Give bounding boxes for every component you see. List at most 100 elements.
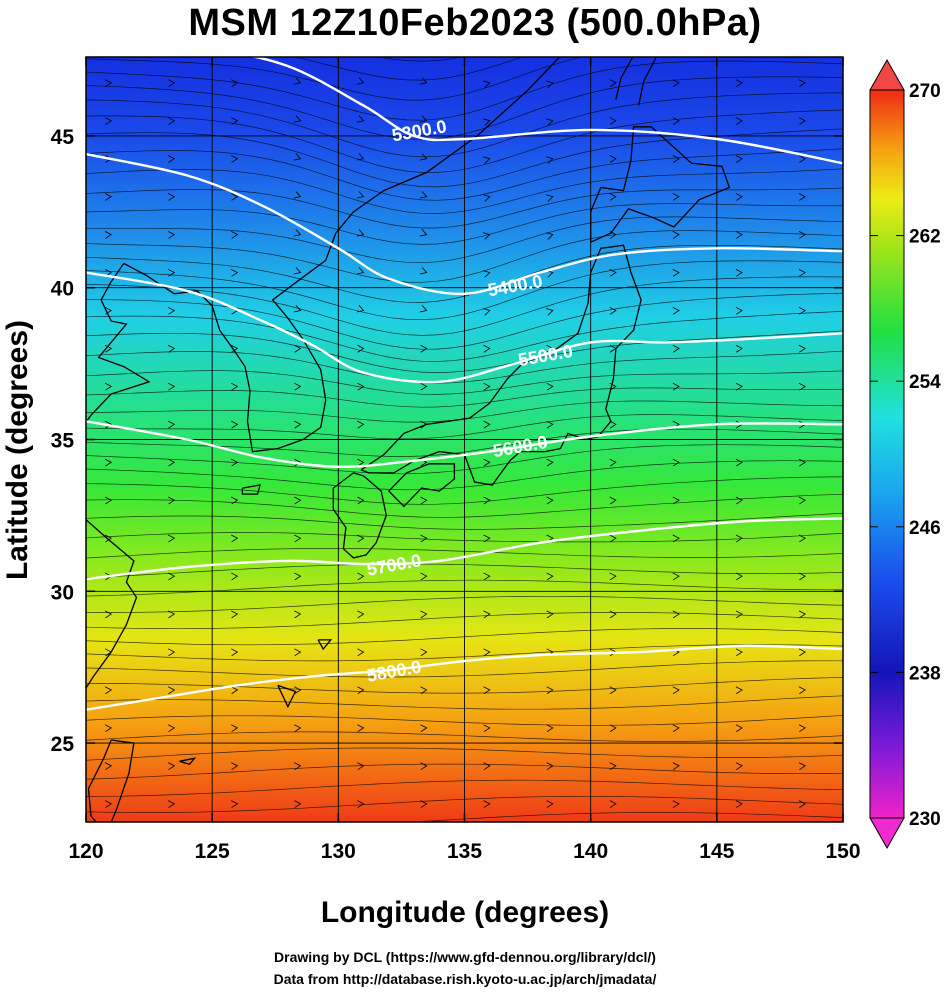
wind-arrowhead [672, 686, 680, 695]
wind-arrowhead [294, 458, 302, 467]
wind-arrowhead [798, 762, 806, 770]
wind-arrowhead [167, 496, 176, 505]
wind-arrowhead [483, 458, 491, 467]
wind-arrowhead [420, 496, 428, 505]
wind-arrowhead [672, 231, 680, 239]
wind-arrowhead [735, 306, 743, 315]
y-tick-label: 35 [51, 430, 75, 453]
wind-arrowhead [167, 79, 176, 87]
wind-arrowhead [672, 117, 680, 125]
wind-arrowhead [357, 762, 365, 770]
wind-arrowhead [735, 572, 743, 581]
x-tick-label: 120 [68, 840, 103, 863]
wind-arrowhead [294, 344, 302, 353]
coastline-segment [615, 57, 634, 100]
wind-arrowhead [419, 115, 428, 123]
wind-arrowhead [609, 155, 617, 163]
wind-arrowhead [735, 648, 743, 657]
wind-arrowhead [357, 420, 365, 429]
wind-arrowhead [167, 800, 176, 808]
wind-arrowhead [357, 534, 365, 543]
wind-arrowhead [419, 267, 428, 275]
y-axis-ticks: 25 30 35 40 45 [51, 126, 843, 756]
wind-arrowhead [546, 762, 554, 770]
wind-arrowhead [735, 762, 743, 770]
wind-arrowhead [357, 382, 365, 391]
coastline-segment [590, 126, 731, 243]
wind-arrowhead [293, 115, 302, 123]
wind-arrowhead [231, 496, 239, 505]
wind-arrowhead [672, 193, 680, 201]
wind-arrowhead [420, 534, 428, 543]
wind-arrowhead [609, 458, 617, 467]
y-tick-label: 25 [51, 733, 75, 756]
wind-arrowhead [419, 153, 428, 161]
wind-arrowhead [482, 232, 491, 240]
wind-arrowhead [356, 77, 365, 85]
wind-arrowhead [672, 496, 680, 505]
wind-arrowhead [798, 458, 806, 467]
wind-arrowhead [356, 267, 365, 275]
wind-arrowhead [356, 115, 365, 123]
wind-arrowhead [546, 308, 554, 316]
streamline [73, 5, 845, 44]
wind-arrowhead [798, 155, 806, 163]
streamline [292, 57, 524, 81]
colorbar-extend-min [869, 817, 905, 850]
coastline-segment [277, 684, 297, 709]
y-tick-label: 45 [51, 126, 75, 149]
wind-arrowhead [420, 724, 428, 733]
wind-arrowhead [231, 155, 239, 163]
wind-arrowhead [546, 496, 554, 505]
y-tick-label: 30 [51, 581, 74, 604]
colorbar-extend-max [869, 58, 905, 91]
wind-arrowhead [167, 155, 176, 163]
wind-arrowhead [735, 344, 743, 353]
wind-arrowhead [546, 118, 554, 126]
wind-arrowhead [609, 268, 617, 277]
wind-arrowhead [798, 382, 806, 391]
wind-arrowhead [798, 572, 806, 581]
wind-arrowhead [294, 800, 302, 808]
wind-arrowhead [609, 686, 617, 695]
wind-arrowhead [609, 420, 617, 429]
wind-arrowhead [357, 610, 365, 619]
wind-arrowhead [231, 231, 239, 239]
colorbar: 230 238 246 254 262 270 [869, 58, 941, 850]
wind-arrowhead [546, 686, 554, 695]
colorbar-tick-label: 270 [909, 81, 941, 102]
coastline-segment [360, 244, 642, 486]
x-tick-label: 135 [447, 840, 482, 863]
wind-arrowhead [546, 232, 554, 240]
wind-arrowhead [294, 534, 302, 543]
wind-arrowhead [546, 382, 554, 391]
wind-arrowhead [167, 610, 176, 619]
wind-arrowhead [735, 268, 743, 277]
wind-arrowhead [546, 344, 554, 353]
wind-arrowhead [231, 534, 239, 543]
wind-arrowhead [167, 117, 176, 125]
wind-arrowhead [294, 686, 302, 695]
wind-arrowhead [104, 800, 113, 808]
wind-arrowhead [672, 572, 680, 581]
wind-arrowhead [167, 382, 176, 391]
wind-arrowhead [735, 534, 743, 543]
wind-arrowhead [609, 800, 617, 808]
wind-arrowhead [356, 191, 365, 199]
wind-arrowhead [735, 117, 743, 125]
credit-drawing: Drawing by DCL (https://www.gfd-dennou.o… [274, 949, 656, 965]
grid-lines [86, 57, 843, 822]
wind-arrowhead [104, 231, 113, 239]
wind-arrowhead [735, 610, 743, 619]
wind-arrowhead [735, 800, 743, 808]
wind-arrowhead [356, 153, 365, 161]
wind-arrowhead [672, 79, 680, 87]
wind-arrowhead [104, 762, 113, 770]
wind-arrowhead [167, 534, 176, 543]
wind-arrowhead [294, 420, 302, 429]
wind-arrowhead [609, 79, 617, 87]
streamline [86, 57, 584, 101]
wind-arrowhead [420, 572, 428, 581]
wind-arrowhead [483, 610, 491, 619]
wind-arrowhead [357, 572, 365, 581]
